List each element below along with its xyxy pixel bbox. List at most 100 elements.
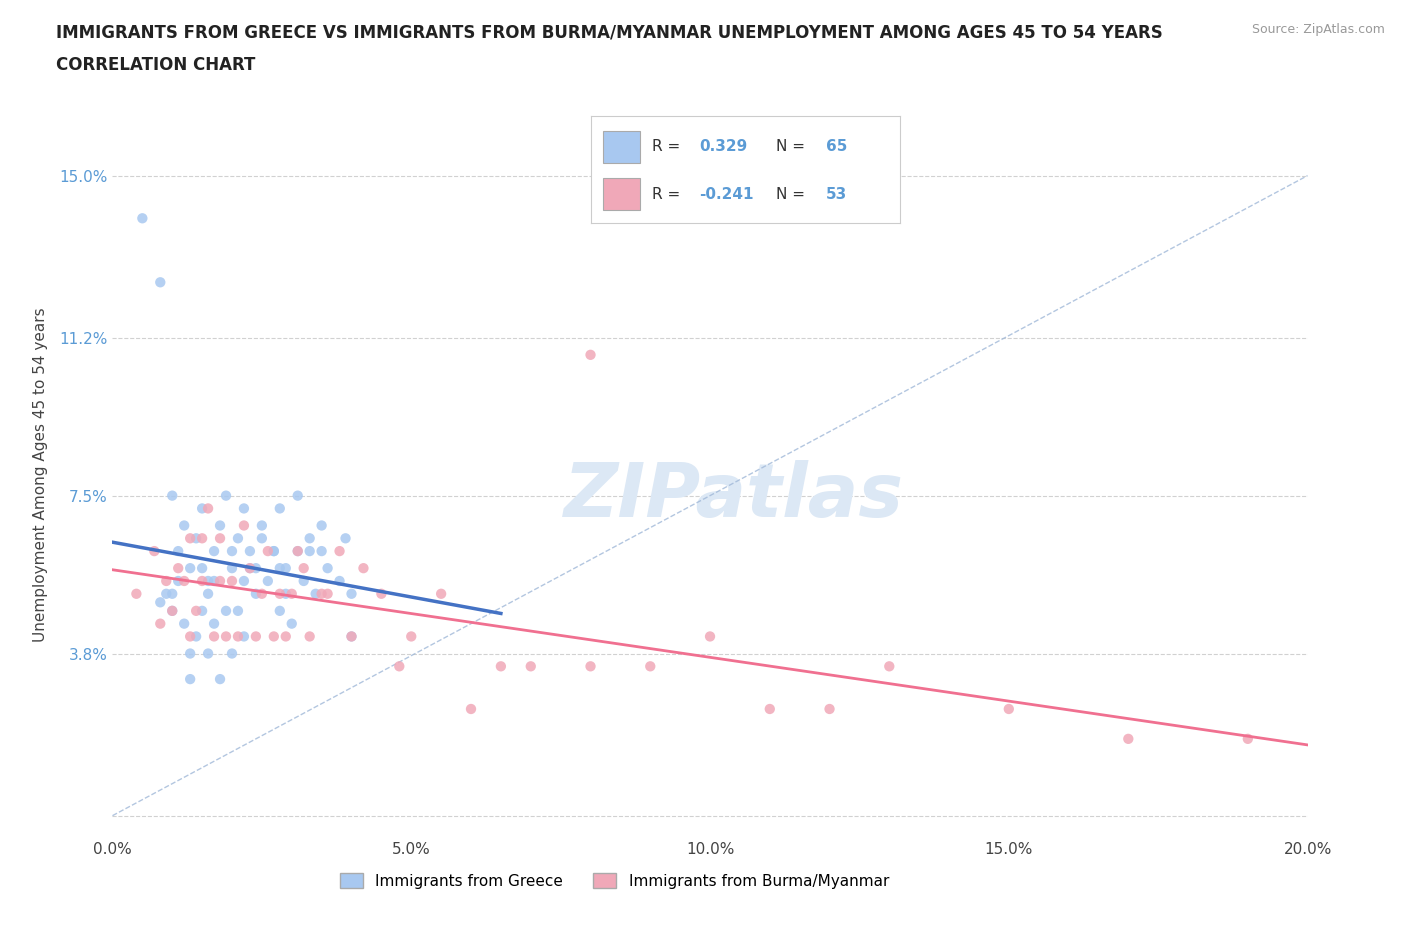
Point (250, 586, 273, 601)
Point (430, 586, 453, 601)
Point (162, 586, 183, 601)
Point (269, 501, 291, 516)
Point (221, 544, 243, 559)
Point (125, 586, 148, 601)
Point (186, 604, 208, 618)
Point (162, 488, 183, 503)
Point (579, 658, 602, 673)
Point (209, 518, 232, 533)
Text: Source: ZipAtlas.com: Source: ZipAtlas.com (1251, 23, 1385, 36)
Point (281, 617, 304, 631)
Point (287, 544, 309, 559)
Text: CORRELATION CHART: CORRELATION CHART (56, 56, 256, 73)
Point (818, 701, 841, 716)
Text: N =: N = (776, 139, 810, 153)
Point (197, 646, 219, 661)
Point (173, 617, 195, 631)
Point (167, 574, 190, 589)
Point (215, 488, 238, 503)
Point (191, 561, 214, 576)
Point (311, 586, 333, 601)
Text: IMMIGRANTS FROM GREECE VS IMMIGRANTS FROM BURMA/MYANMAR UNEMPLOYMENT AMONG AGES : IMMIGRANTS FROM GREECE VS IMMIGRANTS FRO… (56, 23, 1163, 41)
Point (340, 629, 363, 644)
Legend: Immigrants from Greece, Immigrants from Burma/Myanmar: Immigrants from Greece, Immigrants from … (333, 867, 896, 895)
Point (202, 544, 225, 559)
Point (202, 617, 225, 631)
Point (179, 531, 201, 546)
Point (305, 586, 328, 601)
Point (287, 488, 309, 503)
Text: 0.329: 0.329 (699, 139, 747, 153)
Point (269, 586, 291, 601)
Point (186, 629, 208, 644)
Point (274, 629, 297, 644)
Text: ZIPatlas: ZIPatlas (564, 459, 904, 533)
Point (197, 501, 219, 516)
Text: N =: N = (776, 187, 810, 202)
Point (226, 531, 249, 546)
Point (998, 701, 1021, 716)
Point (226, 604, 249, 618)
Point (401, 629, 423, 644)
Point (167, 544, 190, 559)
Point (233, 629, 256, 644)
Point (520, 658, 543, 673)
Point (233, 518, 256, 533)
Point (245, 561, 267, 576)
Point (197, 586, 219, 601)
Point (263, 629, 285, 644)
Point (155, 574, 177, 589)
Point (209, 574, 232, 589)
Point (292, 561, 315, 576)
Point (149, 617, 172, 631)
Point (340, 586, 363, 601)
Point (489, 658, 512, 673)
Point (298, 629, 321, 644)
Point (329, 574, 352, 589)
Point (1237, 731, 1260, 746)
Point (388, 658, 411, 673)
Point (263, 544, 285, 559)
Point (221, 561, 243, 576)
Point (274, 586, 297, 601)
Point (186, 531, 208, 546)
Point (263, 544, 285, 559)
Point (149, 595, 172, 610)
Point (274, 561, 297, 576)
Point (179, 646, 201, 661)
Point (311, 518, 333, 533)
Point (162, 604, 183, 618)
Point (640, 658, 662, 673)
Point (233, 574, 256, 589)
Point (281, 586, 304, 601)
Point (239, 544, 262, 559)
Point (370, 586, 392, 601)
Point (239, 561, 262, 576)
Point (759, 701, 782, 716)
Point (226, 629, 249, 644)
Point (245, 629, 267, 644)
Point (245, 586, 267, 601)
Point (579, 348, 602, 363)
Point (155, 586, 177, 601)
Text: 65: 65 (825, 139, 846, 153)
Point (269, 561, 291, 576)
Point (353, 561, 375, 576)
Point (143, 544, 166, 559)
Point (215, 604, 238, 618)
Point (699, 629, 721, 644)
Point (335, 531, 357, 546)
Point (179, 629, 201, 644)
Point (233, 501, 256, 516)
Point (202, 574, 225, 589)
Point (340, 629, 363, 644)
Y-axis label: Unemployment Among Ages 45 to 54 years: Unemployment Among Ages 45 to 54 years (34, 307, 48, 642)
Point (298, 531, 321, 546)
Point (149, 275, 172, 290)
Point (191, 531, 214, 546)
Point (250, 531, 273, 546)
Point (316, 561, 339, 576)
Point (269, 604, 291, 618)
Point (191, 604, 214, 618)
Point (257, 574, 280, 589)
